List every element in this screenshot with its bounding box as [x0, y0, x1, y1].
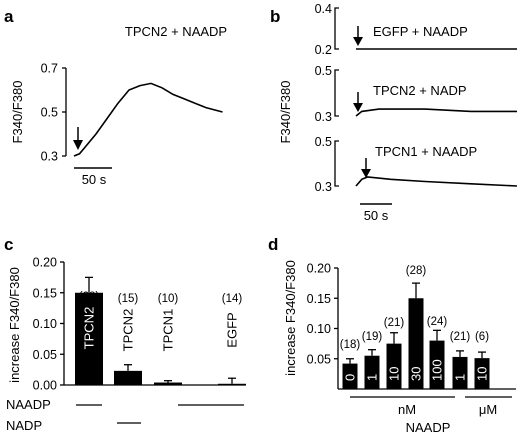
panel-b-arrow-2 — [353, 92, 363, 112]
panel-d-bars: (18) 0 (19) 1 (21) 10 (28) 30 (24) 100 (21) 1 (6) 10 — [338, 265, 516, 390]
panel-b-arrow-3 — [361, 158, 371, 178]
panel-b-trace2-axis — [334, 69, 339, 117]
panel-d-category-label: 100 — [430, 359, 445, 381]
panel-d-bar — [342, 363, 358, 389]
panel-b-ylabel: F340/F380 — [278, 81, 293, 144]
panel-b-trace1-axis — [334, 7, 339, 50]
panel-c-ylabel: increase F340/F380 — [7, 267, 22, 383]
panel-a-stimulus-arrow — [73, 127, 83, 150]
panel-c-n-label: (28) — [79, 291, 100, 303]
panel-d-unit-nm: nM — [398, 402, 416, 417]
panel-d-n-label: (21) — [450, 331, 471, 343]
panel-d-n-label: (28) — [406, 265, 427, 277]
panel-d-bar — [408, 298, 424, 389]
panel-c-n-label: (15) — [118, 293, 139, 305]
panel-d-category-label: 1 — [365, 374, 380, 381]
panel-c-row-label-naadp: NAADP — [6, 397, 51, 412]
panel-a-ytick-label: 0.7 — [41, 62, 58, 76]
panel-d-n-label: (19) — [362, 331, 383, 343]
panel-d: d increase F340/F380 0.20 0.15 0.10 0.05 (1… — [268, 235, 516, 435]
panel-a-ylabel: F340/F380 — [10, 81, 25, 144]
panel-b-letter: b — [270, 7, 280, 26]
panel-d-n-label: (24) — [427, 316, 448, 328]
panel-b-trace3-ytick-top: 0.5 — [315, 135, 332, 149]
panel-c-ytick-label: 0.10 — [33, 317, 57, 331]
panel-d-ylabel: increase F340/F380 — [283, 260, 298, 376]
panel-b-trace3-ytick-bottom: 0.3 — [315, 180, 332, 194]
panel-b-trace2-line — [355, 108, 517, 117]
panel-b-trace2-ytick-top: 0.5 — [315, 64, 332, 78]
panel-c-letter: c — [4, 235, 13, 254]
panel-d-xlabel: NAADP — [406, 420, 451, 435]
panel-c-ytick-label: 0.20 — [33, 256, 57, 270]
panel-b: b F340/F380 EGFP + NAADP 0.4 0.2 TPCN2 +… — [270, 2, 518, 223]
panel-c-category-label: TPCN1 — [161, 309, 176, 352]
panel-b-scalebar-label: 50 s — [364, 208, 389, 223]
panel-c-bar — [154, 382, 182, 385]
panel-c-ytick-label: 0.05 — [33, 348, 57, 362]
panel-d-ytick-label: 0.20 — [307, 262, 331, 276]
panel-c-bars: (28) TPCN2 (15) TPCN2 (10) TPCN1 (14) EGFP — [64, 276, 246, 386]
panel-d-ytick-label: 0.05 — [307, 352, 331, 366]
panel-d-bar — [386, 343, 402, 389]
panel-c-bar — [218, 383, 246, 385]
panel-c-y-axis: 0.20 0.15 0.10 0.05 0.00 — [33, 256, 65, 393]
panel-c-n-label: (10) — [158, 293, 179, 305]
panel-c-row-label-nadp: NADP — [6, 418, 42, 433]
panel-a-ytick-label: 0.3 — [41, 150, 58, 164]
panel-d-letter: d — [268, 235, 278, 254]
panel-d-ytick-label: 0.10 — [307, 322, 331, 336]
panel-b-trace2-ytick-bottom: 0.3 — [315, 110, 332, 124]
panel-c-bar — [75, 292, 103, 385]
panel-d-ytick-label: 0.15 — [307, 292, 331, 306]
panel-c-category-label: TPCN2 — [82, 307, 97, 350]
panel-d-category-label: 10 — [475, 367, 490, 381]
panel-a: a TPCN2 + NAADP F340/F380 0.7 0.5 0.3 50 s — [4, 7, 227, 187]
panel-a-letter: a — [4, 7, 14, 26]
panel-b-trace3-axis — [334, 140, 339, 187]
panel-c-category-label: TPCN2 — [121, 309, 136, 352]
panel-c-category-label: EGFP — [225, 312, 240, 347]
panel-d-category-label: 0 — [343, 374, 358, 381]
panel-b-trace1-label: EGFP + NAADP — [373, 24, 468, 39]
panel-a-y-axis: 0.7 0.5 0.3 — [41, 62, 67, 164]
panel-c-ytick-label: 0.15 — [33, 286, 57, 300]
panel-d-bar — [364, 355, 380, 389]
panel-b-trace1-ytick-bottom: 0.2 — [315, 43, 332, 57]
panel-b-arrow-1 — [353, 26, 363, 46]
panel-c-n-label: (14) — [222, 293, 243, 305]
panel-a-trace — [73, 82, 223, 157]
panel-c: c increase F340/F380 0.20 0.15 0.10 0.05 0.0… — [4, 235, 246, 433]
panel-b-trace2-label: TPCN2 + NADP — [373, 83, 467, 98]
panel-d-n-label: (21) — [384, 317, 405, 329]
panel-d-y-axis: 0.20 0.15 0.10 0.05 — [307, 262, 339, 389]
panel-b-trace3-line — [355, 176, 518, 187]
panel-a-ytick-label: 0.5 — [41, 106, 58, 120]
panel-b-trace3-label: TPCN1 + NAADP — [375, 144, 477, 159]
panel-c-ytick-label: 0.00 — [33, 379, 57, 393]
panel-d-bar — [474, 358, 490, 389]
panel-d-category-label: 30 — [409, 367, 424, 381]
panel-a-title: TPCN2 + NAADP — [125, 24, 227, 39]
panel-c-bar — [114, 370, 142, 385]
panel-a-scalebar-label: 50 s — [82, 172, 107, 187]
panel-d-bar — [429, 340, 445, 389]
panel-d-n-label: (18) — [340, 339, 361, 351]
panel-d-bar — [452, 356, 468, 389]
panel-b-trace1-ytick-top: 0.4 — [315, 2, 332, 16]
panel-d-unit-um: μM — [479, 402, 497, 417]
panel-d-category-label: 10 — [387, 367, 402, 381]
panel-d-category-label: 1 — [453, 374, 468, 381]
panel-d-n-label: (6) — [475, 331, 489, 343]
